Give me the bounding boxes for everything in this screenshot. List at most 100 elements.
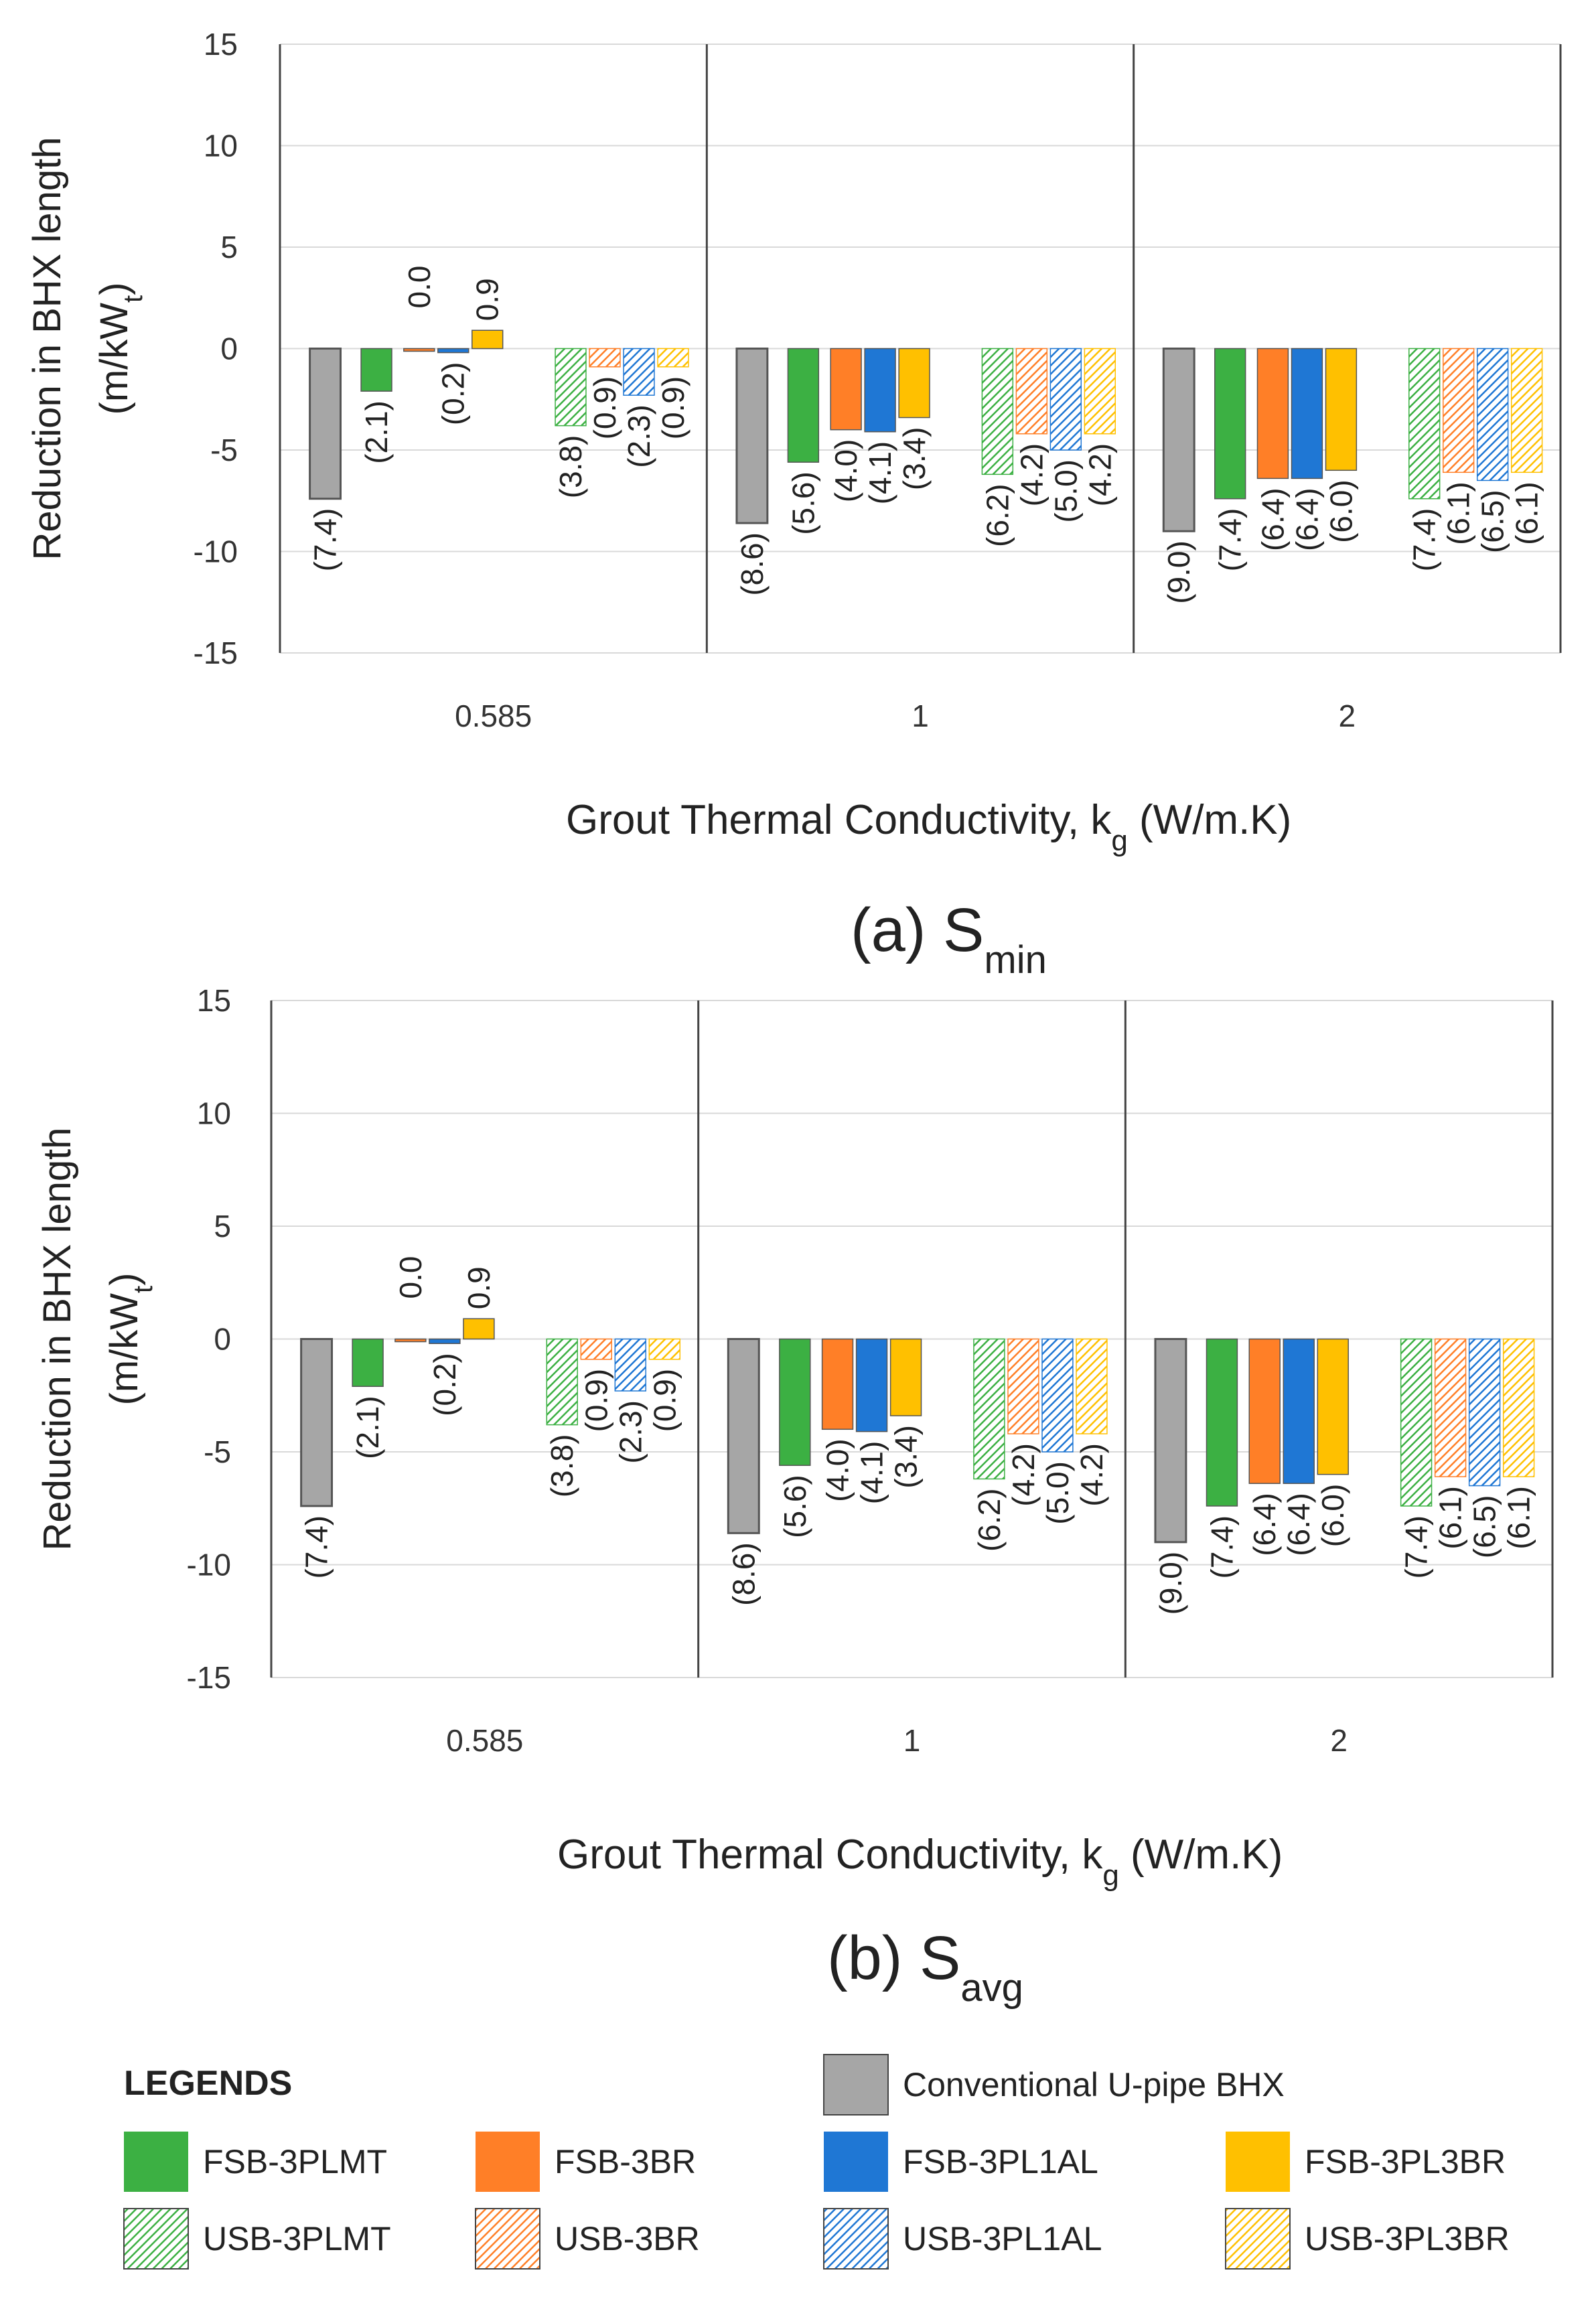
legend-label: FSB-3PLMT: [203, 2143, 387, 2180]
bar-fsb-3pl1al-0-585: [429, 1338, 461, 1344]
data-label: (6.5): [1467, 1495, 1502, 1559]
y-tick-label: 10: [204, 129, 238, 163]
bar-usb-3pl1al-2: [1476, 348, 1509, 481]
y-tick-label: 5: [220, 230, 238, 265]
bar-fsb-3br-1: [830, 348, 862, 431]
legend-label: USB-3PLMT: [203, 2220, 391, 2257]
bar-fsb-3br-1: [821, 1338, 854, 1430]
data-label: (8.6): [726, 1542, 761, 1606]
legend-title: LEGENDS: [124, 2064, 292, 2103]
y-tick-label: 15: [204, 27, 238, 62]
bar-fsb-3pl3br-2: [1325, 348, 1358, 471]
y-tick-label: 0: [220, 331, 238, 366]
data-label: (4.2): [1014, 443, 1049, 507]
bar-fsb-3pl3br-1: [889, 1338, 922, 1416]
bar-conventional-u-pipe-bhx-0-585: [309, 348, 342, 500]
data-label: (2.1): [350, 1396, 385, 1459]
data-label: (6.4): [1255, 488, 1290, 551]
bar-conventional-u-pipe-bhx-0-585: [300, 1338, 334, 1507]
bar-usb-3br-1: [1007, 1338, 1039, 1434]
bar-usb-3plmt-0-585: [555, 348, 587, 427]
x-tick-label: 2: [1339, 698, 1356, 733]
data-label: (6.2): [980, 484, 1015, 547]
legend-item-fsb-3pl1al: FSB-3PL1AL: [824, 2132, 1098, 2192]
x-tick-label: 1: [903, 1723, 921, 1758]
data-label: (7.4): [308, 508, 343, 572]
data-label: (9.0): [1153, 1552, 1188, 1615]
bar-usb-3br-2: [1434, 1338, 1467, 1477]
data-label: (2.3): [622, 404, 656, 468]
legend: LEGENDS Conventional U-pipe BHX FSB-3PLMT F…: [123, 2054, 1510, 2270]
legend-item-fsb-3br: FSB-3BR: [476, 2132, 696, 2192]
bar-conventional-u-pipe-bhx-1: [735, 348, 769, 524]
legend-swatch: [123, 2208, 189, 2270]
bar-fsb-3pl3br-2: [1317, 1338, 1349, 1475]
bar-fsb-3pl1al-2: [1291, 348, 1323, 479]
data-label: (0.9): [647, 1369, 682, 1432]
legend-label: Conventional U-pipe BHX: [903, 2066, 1285, 2103]
data-label: (6.4): [1281, 1493, 1316, 1556]
data-label: (6.5): [1475, 490, 1510, 553]
bar-usb-3pl1al-2: [1468, 1338, 1501, 1487]
bar-fsb-3plmt-2: [1206, 1338, 1238, 1507]
data-label: (4.0): [820, 1438, 855, 1502]
legend-label: FSB-3BR: [555, 2143, 696, 2180]
bar-fsb-3br-2: [1248, 1338, 1281, 1484]
data-label: (6.1): [1433, 1486, 1468, 1550]
y-tick-label: -10: [194, 534, 238, 569]
data-label: 0.0: [393, 1256, 428, 1299]
data-label: (4.2): [1082, 443, 1117, 507]
panel-title: (a) Smin: [851, 896, 1047, 982]
data-label: (2.3): [613, 1400, 648, 1464]
data-label: (6.4): [1247, 1493, 1282, 1556]
data-label: (5.6): [786, 471, 820, 535]
x-tick-label: 0.585: [455, 698, 532, 733]
bar-usb-3plmt-2: [1400, 1338, 1433, 1507]
data-label: (4.2): [1074, 1443, 1109, 1507]
data-label: (9.0): [1161, 540, 1196, 604]
data-label: (5.0): [1040, 1461, 1075, 1525]
data-label: (5.6): [778, 1475, 812, 1538]
x-tick-label: 1: [912, 698, 929, 733]
data-label: (3.8): [545, 1434, 579, 1498]
data-label: (0.9): [656, 376, 691, 440]
bar-conventional-u-pipe-bhx-2: [1162, 348, 1195, 532]
bar-usb-3pl3br-2: [1510, 348, 1543, 473]
bar-fsb-3plmt-2: [1214, 348, 1246, 500]
bar-fsb-3pl1al-1: [855, 1338, 888, 1432]
chart-panel-a: 15 10 5 0 -5 -10 -15 (7.4) (2.1) 0.0 (0.2) 0.9 (3.8)…: [25, 27, 1562, 982]
legend-label: FSB-3PL1AL: [903, 2143, 1098, 2180]
bar-usb-3pl3br-2: [1502, 1338, 1535, 1477]
data-label: (0.9): [587, 376, 622, 440]
bar-conventional-u-pipe-bhx-2: [1154, 1338, 1187, 1544]
data-label: (3.4): [897, 427, 932, 491]
bar-fsb-3pl3br-1: [898, 348, 930, 419]
data-label: (6.0): [1323, 479, 1358, 543]
y-tick-label: -5: [210, 433, 238, 467]
bar-usb-3plmt-0-585: [546, 1338, 578, 1426]
x-axis-title: Grout Thermal Conductivity, kg (W/m.K): [566, 797, 1291, 857]
data-label: (4.1): [863, 441, 897, 505]
bar-fsb-3br-0-585: [403, 348, 435, 352]
bar-fsb-3pl1al-0-585: [437, 348, 469, 354]
bar-usb-3pl3br-0-585: [648, 1338, 680, 1360]
legend-item-fsb-3plmt: FSB-3PLMT: [124, 2132, 387, 2192]
bar-fsb-3pl1al-1: [864, 348, 896, 433]
bar-fsb-3plmt-1: [787, 348, 820, 463]
x-tick-label: 2: [1330, 1723, 1348, 1758]
bar-usb-3pl1al-0-585: [614, 1338, 646, 1392]
bar-usb-3br-0-585: [580, 1338, 612, 1360]
legend-swatch: [124, 2132, 188, 2192]
data-label: (6.4): [1289, 488, 1324, 551]
bar-usb-3pl3br-1: [1084, 348, 1116, 435]
legend-item-usb-3plmt: USB-3PLMT: [123, 2208, 391, 2270]
bar-usb-3pl1al-0-585: [623, 348, 655, 396]
bar-usb-3br-0-585: [589, 348, 621, 368]
data-label: (7.4): [1399, 1515, 1434, 1579]
y-tick-label: 10: [197, 1096, 231, 1131]
data-label: (2.1): [359, 400, 394, 464]
y-axis-title: Reduction in BHX length: [25, 137, 69, 561]
legend-swatch: [475, 2208, 540, 2270]
y-tick-label: -10: [187, 1548, 231, 1582]
